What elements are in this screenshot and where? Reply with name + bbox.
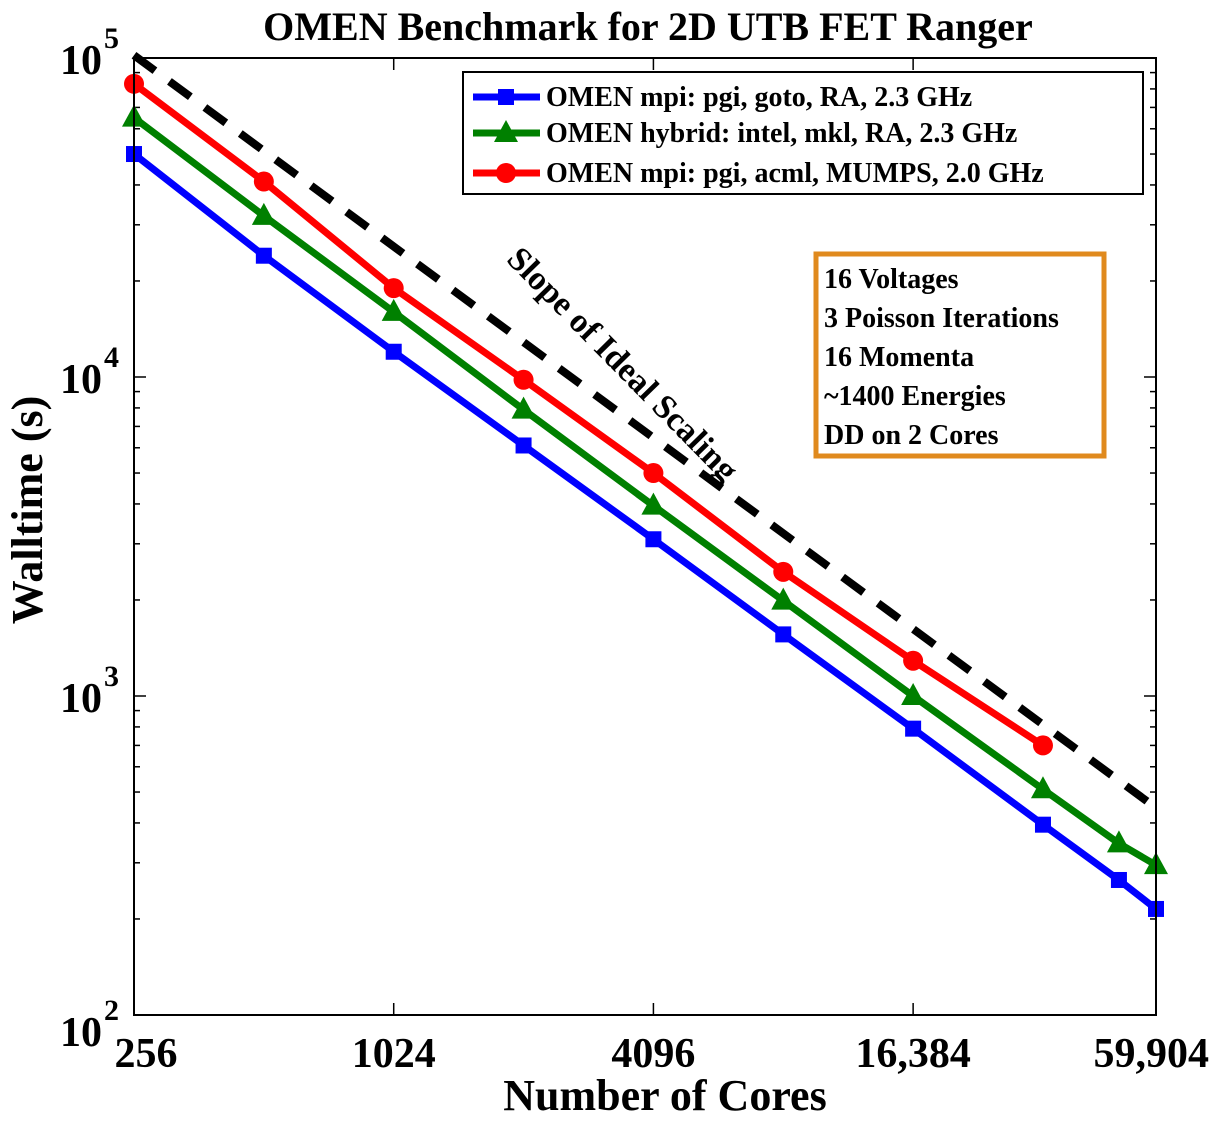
ideal-scaling-line [131,52,1159,812]
legend-label-square: OMEN mpi: pgi, goto, RA, 2.3 GHz [546,82,972,113]
data-point-square [905,720,922,737]
legend-entries: OMEN mpi: pgi, goto, RA, 2.3 GHz OMEN hyb… [473,82,1044,189]
data-point-square [385,343,402,360]
y-tick-label-base-2: 10 [60,1010,102,1056]
data-point-circle [383,278,404,299]
series-square [126,146,1164,917]
data-point-triangle [381,298,406,321]
legend-label-triangle: OMEN hybrid: intel, mkl, RA, 2.3 GHz [546,118,1017,149]
series-triangle [122,104,1168,875]
data-point-circle [513,369,534,390]
info-line-momenta: 16 Momenta [824,342,974,373]
info-line-poisson: 3 Poisson Iterations [824,303,1059,334]
series-line-square [131,151,1159,912]
data-point-circle [773,561,794,582]
legend-box [462,71,1144,195]
plot-frame [133,57,1157,1016]
data-point-circle [903,650,924,671]
legend-label-circle: OMEN mpi: pgi, acml, MUMPS, 2.0 GHz [546,158,1044,189]
x-tick-label-4096: 4096 [611,1031,695,1077]
x-tick-label-1024: 1024 [352,1031,436,1077]
legend: OMEN mpi: pgi, goto, RA, 2.3 GHz OMEN hyb… [462,71,1144,195]
ideal-scaling-dashed-line [131,52,1159,812]
data-point-circle [1032,735,1053,756]
legend-marker-triangle [494,120,518,142]
data-point-square [645,531,662,548]
x-tick-label-59,904: 59,904 [1094,1031,1210,1077]
info-line-voltages: 16 Voltages [824,264,959,295]
series-layer [122,73,1168,917]
series-circle [124,73,1053,756]
series-line-circle [131,81,1045,749]
data-point-triangle [251,202,276,225]
x-tick-labels: 256 1024 4096 16,384 59,904 [115,1031,1210,1077]
data-point-square [255,247,272,264]
data-point-square [775,626,792,643]
series-line-triangle [131,114,1158,869]
data-point-square [515,437,532,454]
y-tick-label-exp-5: 5 [104,22,119,55]
x-tick-label-16,384: 16,384 [855,1031,971,1077]
data-point-triangle [771,587,796,610]
info-line-dd: DD on 2 Cores [824,420,999,451]
data-point-square [1034,816,1051,833]
data-point-circle [253,171,274,192]
data-point-triangle [511,396,536,419]
data-point-triangle [1030,776,1055,799]
y-tick-label-exp-3: 3 [104,660,119,693]
y-tick-label-exp-2: 2 [104,994,119,1027]
chart-title: OMEN Benchmark for 2D UTB FET Ranger [263,4,1033,49]
y-tick-label-base-3: 10 [60,676,102,722]
info-box: 16 Voltages 3 Poisson Iterations 16 Mome… [813,251,1107,459]
x-tick-label-256: 256 [115,1031,178,1077]
y-tick-label-base-4: 10 [60,357,102,403]
x-axis-label: Number of Cores [503,1071,826,1120]
data-point-triangle [1106,830,1131,853]
data-point-circle [643,463,664,484]
legend-marker-circle [496,163,516,183]
y-tick-label-base-5: 10 [60,38,102,84]
legend-marker-square [498,89,514,105]
data-point-triangle [901,683,926,705]
y-tick-label-exp-4: 4 [104,341,119,374]
info-line-energies: ~1400 Energies [824,381,1006,412]
info-box-frame [813,251,1107,459]
data-point-square [1110,871,1127,888]
y-axis-label: Walltime (s) [3,396,52,625]
data-point-triangle [641,492,666,515]
